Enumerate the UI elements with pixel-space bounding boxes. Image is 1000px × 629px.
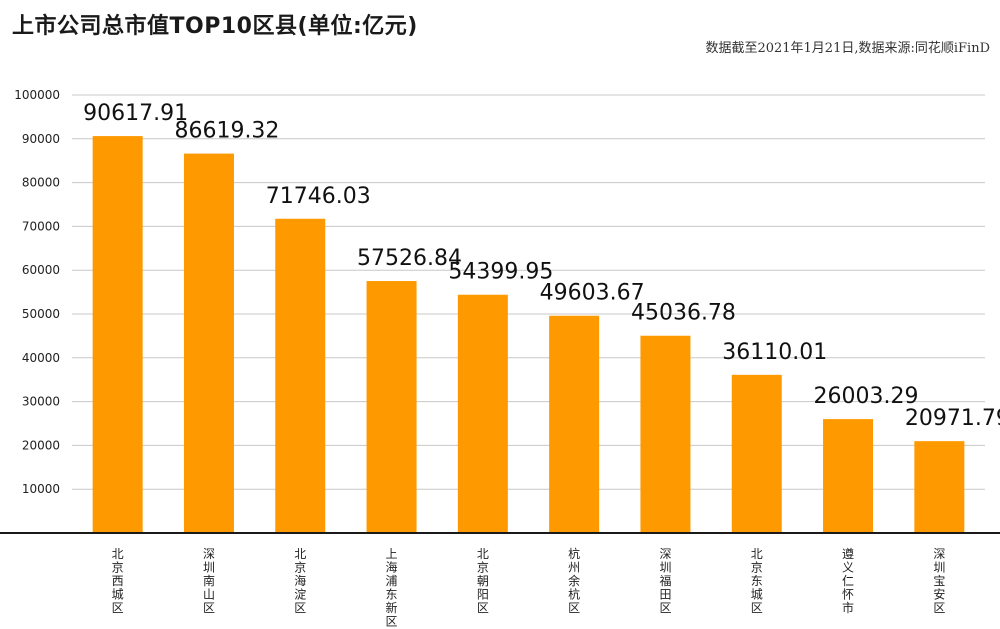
y-tick-label: 10000 <box>22 482 60 496</box>
x-tick-label: 杭州余杭区 <box>568 546 580 615</box>
y-tick-label: 30000 <box>22 395 60 409</box>
y-tick-label: 50000 <box>22 307 60 321</box>
x-tick-label: 北京海淀区 <box>294 547 306 615</box>
x-tick-label: 深圳南山区 <box>203 547 215 615</box>
data-label: 71746.03 <box>266 184 371 209</box>
x-tick-label: 北京东城区 <box>751 547 763 615</box>
x-tick-label: 深圳宝安区 <box>933 547 945 615</box>
data-label: 20971.79 <box>905 406 1000 431</box>
y-tick-label: 60000 <box>22 263 60 277</box>
bar <box>183 153 234 534</box>
y-tick-label: 70000 <box>22 219 60 233</box>
bar <box>731 374 782 533</box>
x-tick-label: 北京朝阳区 <box>477 547 489 615</box>
y-tick-label: 80000 <box>22 176 60 190</box>
data-label: 26003.29 <box>814 384 919 409</box>
bar <box>823 419 874 533</box>
bar <box>914 441 965 533</box>
y-tick-label: 40000 <box>22 351 60 365</box>
data-label: 57526.84 <box>357 246 462 271</box>
bar <box>366 281 417 533</box>
bar <box>549 315 600 533</box>
chart-title: 上市公司总市值TOP10区县(单位:亿元) <box>12 14 418 39</box>
data-label: 49603.67 <box>540 281 645 306</box>
data-label: 45036.78 <box>631 301 736 326</box>
data-label: 90617.91 <box>83 101 188 126</box>
y-tick-label: 90000 <box>22 132 60 146</box>
data-label: 86619.32 <box>174 119 279 144</box>
bar <box>275 218 326 534</box>
bar <box>640 335 691 533</box>
x-tick-label: 北京西城区 <box>112 547 124 615</box>
y-tick-label: 100000 <box>14 88 60 102</box>
data-label: 54399.95 <box>448 260 553 285</box>
x-tick-label: 深圳福田区 <box>659 547 671 615</box>
x-tick-label: 上海浦东新区 <box>386 547 398 629</box>
bar <box>92 136 143 533</box>
data-source-note: 数据截至2021年1月21日,数据来源:同花顺iFinD <box>705 41 990 56</box>
bar <box>457 294 508 533</box>
x-tick-label: 遵义仁怀市 <box>842 546 854 615</box>
y-tick-label: 20000 <box>22 438 60 452</box>
data-label: 36110.01 <box>722 340 827 365</box>
